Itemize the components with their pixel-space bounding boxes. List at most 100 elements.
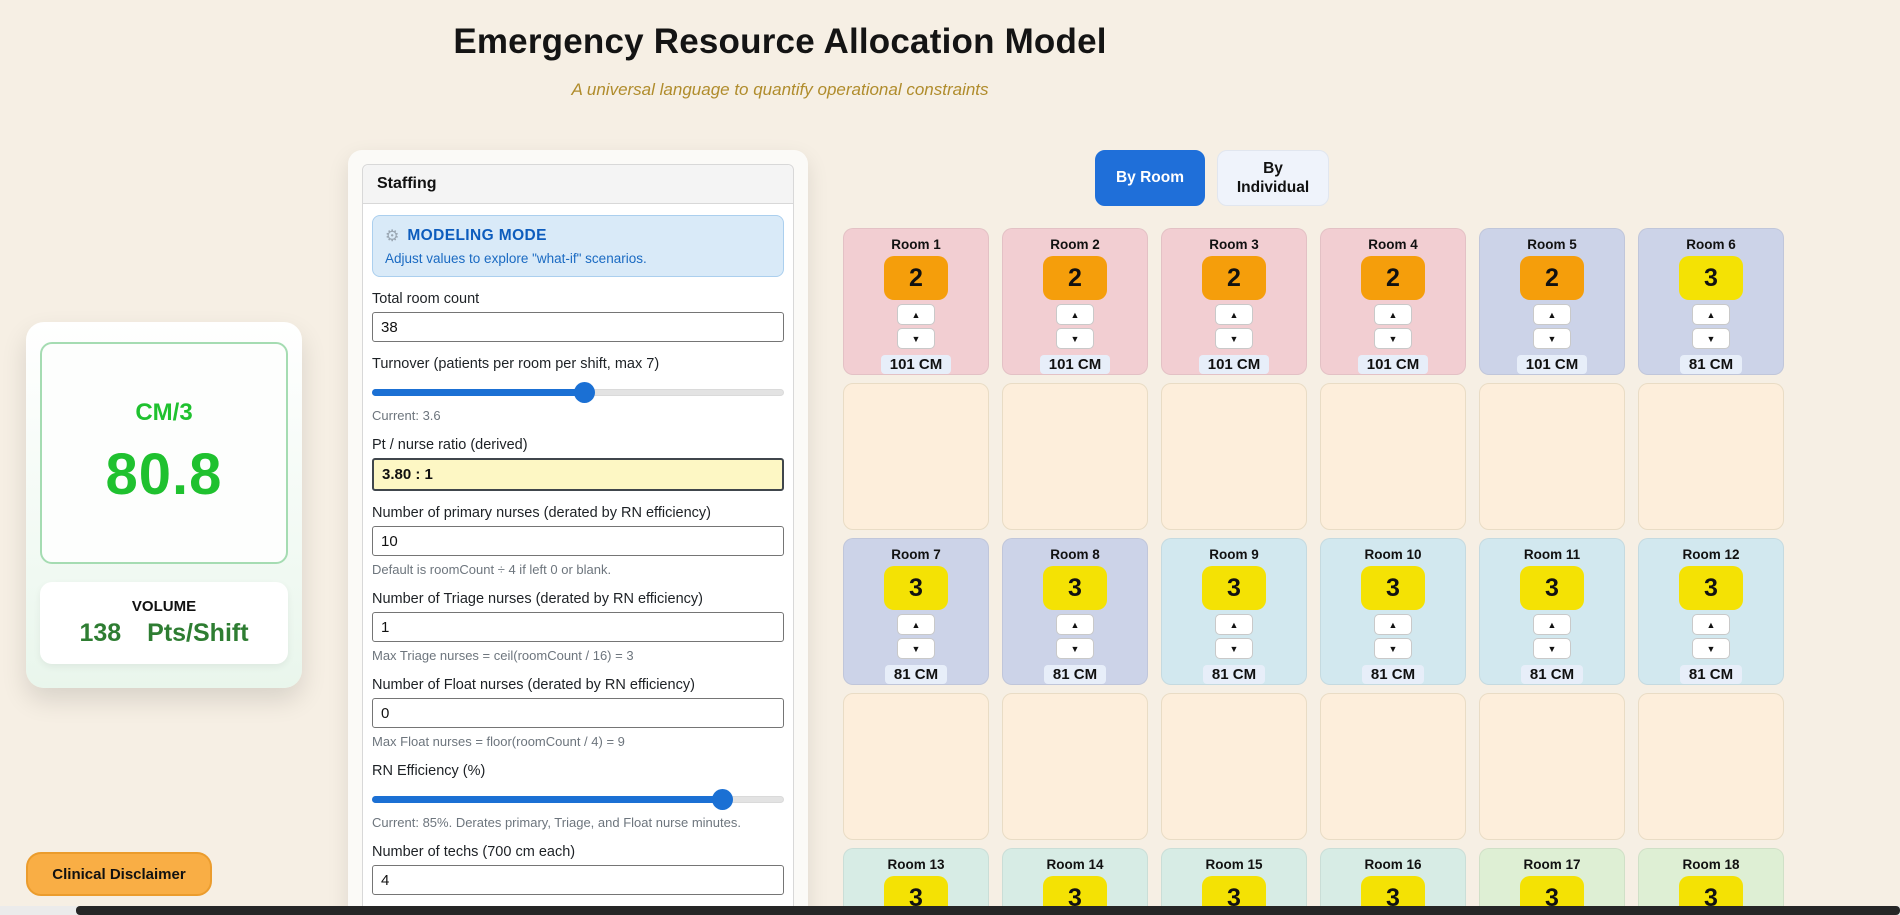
room-count-value: 3 (1545, 573, 1559, 602)
room-count-value: 3 (1704, 884, 1718, 912)
increment-button[interactable]: ▲ (1056, 614, 1094, 635)
room-cm-badge: 81 CM (1520, 665, 1584, 684)
decrement-button[interactable]: ▼ (1056, 638, 1094, 659)
room-count-value: 2 (1386, 263, 1400, 292)
increment-button[interactable]: ▲ (1692, 304, 1730, 325)
decrement-button[interactable]: ▼ (1533, 328, 1571, 349)
float-nurses-input[interactable] (372, 698, 784, 728)
empty-slot-card (1320, 383, 1466, 530)
volume-value: 138 (79, 619, 122, 647)
primary-nurses-hint: Default is roomCount ÷ 4 if left 0 or bl… (372, 562, 612, 577)
room-count-stepper: ▲ ▼ (1533, 614, 1571, 659)
room-count-value: 3 (1704, 573, 1718, 602)
room-cm-badge: 81 CM (884, 665, 948, 684)
decrement-button[interactable]: ▼ (1056, 328, 1094, 349)
horizontal-scrollbar-thumb[interactable] (76, 906, 1900, 915)
room-count-value: 3 (1386, 573, 1400, 602)
room-name: Room 16 (1364, 857, 1422, 872)
increment-button[interactable]: ▲ (1374, 614, 1412, 635)
room-card: Room 8 3 ▲ ▼ 81 CM (1002, 538, 1148, 685)
room-cm-badge: 81 CM (1679, 665, 1743, 684)
increment-button[interactable]: ▲ (1215, 614, 1253, 635)
increment-button[interactable]: ▲ (1533, 614, 1571, 635)
room-count-box: 3 (884, 566, 948, 610)
cm-per-3-label: CM/3 (135, 398, 193, 426)
triage-nurses-label: Number of Triage nurses (derated by RN e… (372, 591, 703, 607)
turnover-slider-thumb[interactable] (573, 382, 595, 403)
room-count-box: 3 (1043, 566, 1107, 610)
decrement-button[interactable]: ▼ (1533, 638, 1571, 659)
room-card: Room 1 2 ▲ ▼ 101 CM (843, 228, 989, 375)
decrement-button[interactable]: ▼ (1692, 328, 1730, 349)
cm-per-3-value: 80.8 (105, 441, 223, 507)
by-room-tab[interactable]: By Room (1095, 150, 1205, 206)
room-count-label: Total room count (372, 291, 480, 307)
metric-panel: CM/3 80.8 VOLUME 138 Pts/Shift (26, 322, 302, 688)
decrement-button[interactable]: ▼ (1374, 328, 1412, 349)
decrement-button[interactable]: ▼ (1215, 328, 1253, 349)
room-count-box: 3 (1520, 566, 1584, 610)
room-cm-badge: 81 CM (1679, 355, 1743, 374)
room-name: Room 11 (1523, 547, 1581, 562)
primary-nurses-input[interactable] (372, 526, 784, 556)
room-count-value: 3 (909, 573, 923, 602)
room-card: Room 7 3 ▲ ▼ 81 CM (843, 538, 989, 685)
room-name: Room 7 (891, 547, 941, 562)
turnover-slider[interactable] (372, 382, 784, 403)
room-count-stepper: ▲ ▼ (1374, 614, 1412, 659)
rn-efficiency-slider-thumb[interactable] (712, 789, 734, 810)
by-individual-tab[interactable]: By Individual (1217, 150, 1329, 206)
rn-efficiency-slider[interactable] (372, 789, 784, 810)
decrement-button[interactable]: ▼ (897, 328, 935, 349)
room-card: Room 6 3 ▲ ▼ 81 CM (1638, 228, 1784, 375)
rn-efficiency-current-text: Current: 85%. Derates primary, Triage, a… (372, 815, 741, 830)
increment-button[interactable]: ▲ (897, 304, 935, 325)
room-count-value: 2 (1227, 263, 1241, 292)
room-count-stepper: ▲ ▼ (1215, 614, 1253, 659)
techs-input[interactable] (372, 865, 784, 895)
room-count-stepper: ▲ ▼ (1692, 614, 1730, 659)
room-card: Room 3 2 ▲ ▼ 101 CM (1161, 228, 1307, 375)
room-name: Room 5 (1527, 237, 1577, 252)
room-count-stepper: ▲ ▼ (897, 614, 935, 659)
modeling-mode-banner: ⚙ MODELING MODE Adjust values to explore… (372, 215, 784, 277)
volume-card: VOLUME 138 Pts/Shift (40, 582, 288, 664)
empty-slot-card (1002, 693, 1148, 840)
decrement-button[interactable]: ▼ (897, 638, 935, 659)
room-cm-badge: 101 CM (880, 355, 952, 374)
by-individual-line1: By (1263, 159, 1283, 177)
triage-nurses-input[interactable] (372, 612, 784, 642)
room-card: Room 2 2 ▲ ▼ 101 CM (1002, 228, 1148, 375)
room-name: Room 1 (891, 237, 941, 252)
increment-button[interactable]: ▲ (1056, 304, 1094, 325)
increment-button[interactable]: ▲ (1374, 304, 1412, 325)
room-card: Room 5 2 ▲ ▼ 101 CM (1479, 228, 1625, 375)
room-count-input[interactable] (372, 312, 784, 342)
room-count-value: 3 (1227, 573, 1241, 602)
room-card: Room 133▲▼ (843, 848, 989, 915)
room-name: Room 2 (1050, 237, 1100, 252)
view-toggle: By Room By Individual (1095, 150, 1329, 206)
room-count-stepper: ▲ ▼ (1215, 304, 1253, 349)
decrement-button[interactable]: ▼ (1374, 638, 1412, 659)
pt-nurse-ratio-input[interactable] (372, 458, 784, 491)
modeling-mode-description: Adjust values to explore "what-if" scena… (385, 251, 647, 266)
room-name: Room 9 (1209, 547, 1259, 562)
increment-button[interactable]: ▲ (1215, 304, 1253, 325)
room-cm-badge: 101 CM (1198, 355, 1270, 374)
room-name: Room 3 (1209, 237, 1259, 252)
room-cm-badge: 101 CM (1039, 355, 1111, 374)
decrement-button[interactable]: ▼ (1215, 638, 1253, 659)
room-count-stepper: ▲ ▼ (1692, 304, 1730, 349)
horizontal-scrollbar (0, 906, 1900, 915)
clinical-disclaimer-button[interactable]: Clinical Disclaimer (26, 852, 212, 896)
room-name: Room 8 (1050, 547, 1100, 562)
decrement-button[interactable]: ▼ (1692, 638, 1730, 659)
increment-button[interactable]: ▲ (1533, 304, 1571, 325)
increment-button[interactable]: ▲ (1692, 614, 1730, 635)
pt-nurse-ratio-label: Pt / nurse ratio (derived) (372, 437, 528, 453)
room-count-value: 3 (1704, 263, 1718, 292)
increment-button[interactable]: ▲ (897, 614, 935, 635)
room-count-value: 2 (1068, 263, 1082, 292)
room-count-value: 2 (1545, 263, 1559, 292)
